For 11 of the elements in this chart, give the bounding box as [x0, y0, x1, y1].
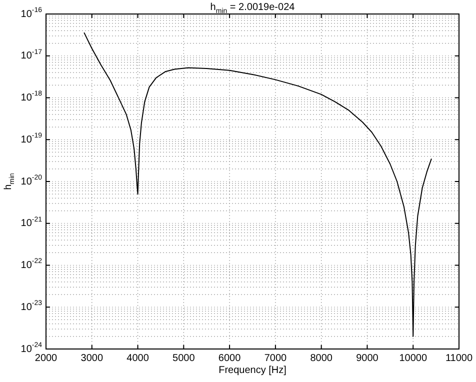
x-tick-label: 7000	[264, 352, 288, 364]
x-tick-label: 3000	[80, 352, 104, 364]
x-tick-label: 10000	[399, 352, 428, 364]
x-tick-label: 4000	[126, 352, 150, 364]
x-axis-title: Frequency [Hz]	[218, 364, 287, 376]
x-tick-label: 6000	[218, 352, 242, 364]
x-tick-label: 2000	[34, 352, 58, 364]
x-tick-label: 11000	[445, 352, 473, 364]
x-tick-label: 9000	[356, 352, 379, 364]
x-tick-label: 5000	[172, 352, 196, 364]
x-tick-label: 8000	[310, 352, 333, 364]
